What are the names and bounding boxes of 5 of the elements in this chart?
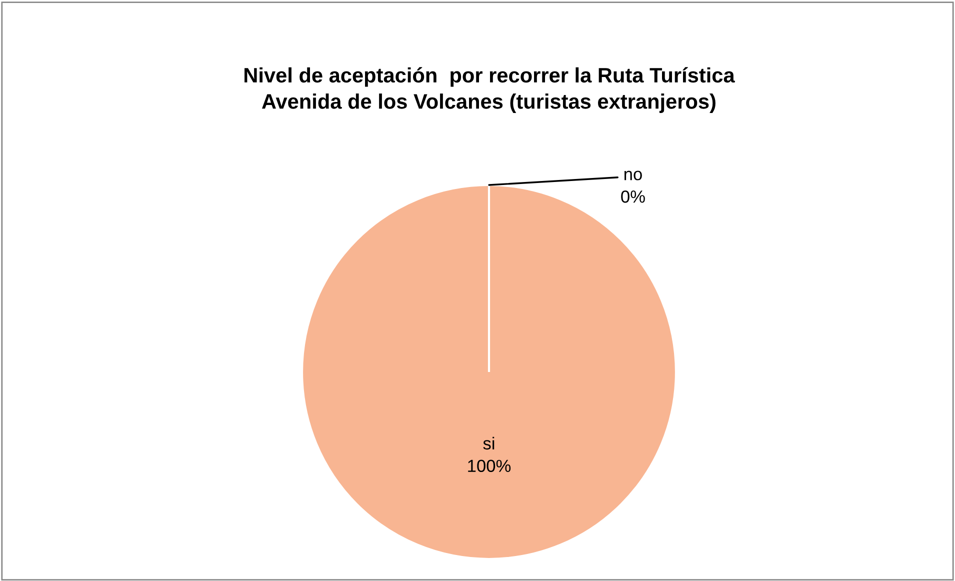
slice-label: si: [483, 436, 494, 450]
category-label: no: [624, 170, 642, 180]
chart-title: Nivel de aceptación por recorrer la Ruta Turística Avenida de los Volcanes (turistas extranjeros): [244, 67, 735, 113]
data-label: 100%: [468, 460, 511, 472]
text: 0%: [621, 190, 645, 203]
